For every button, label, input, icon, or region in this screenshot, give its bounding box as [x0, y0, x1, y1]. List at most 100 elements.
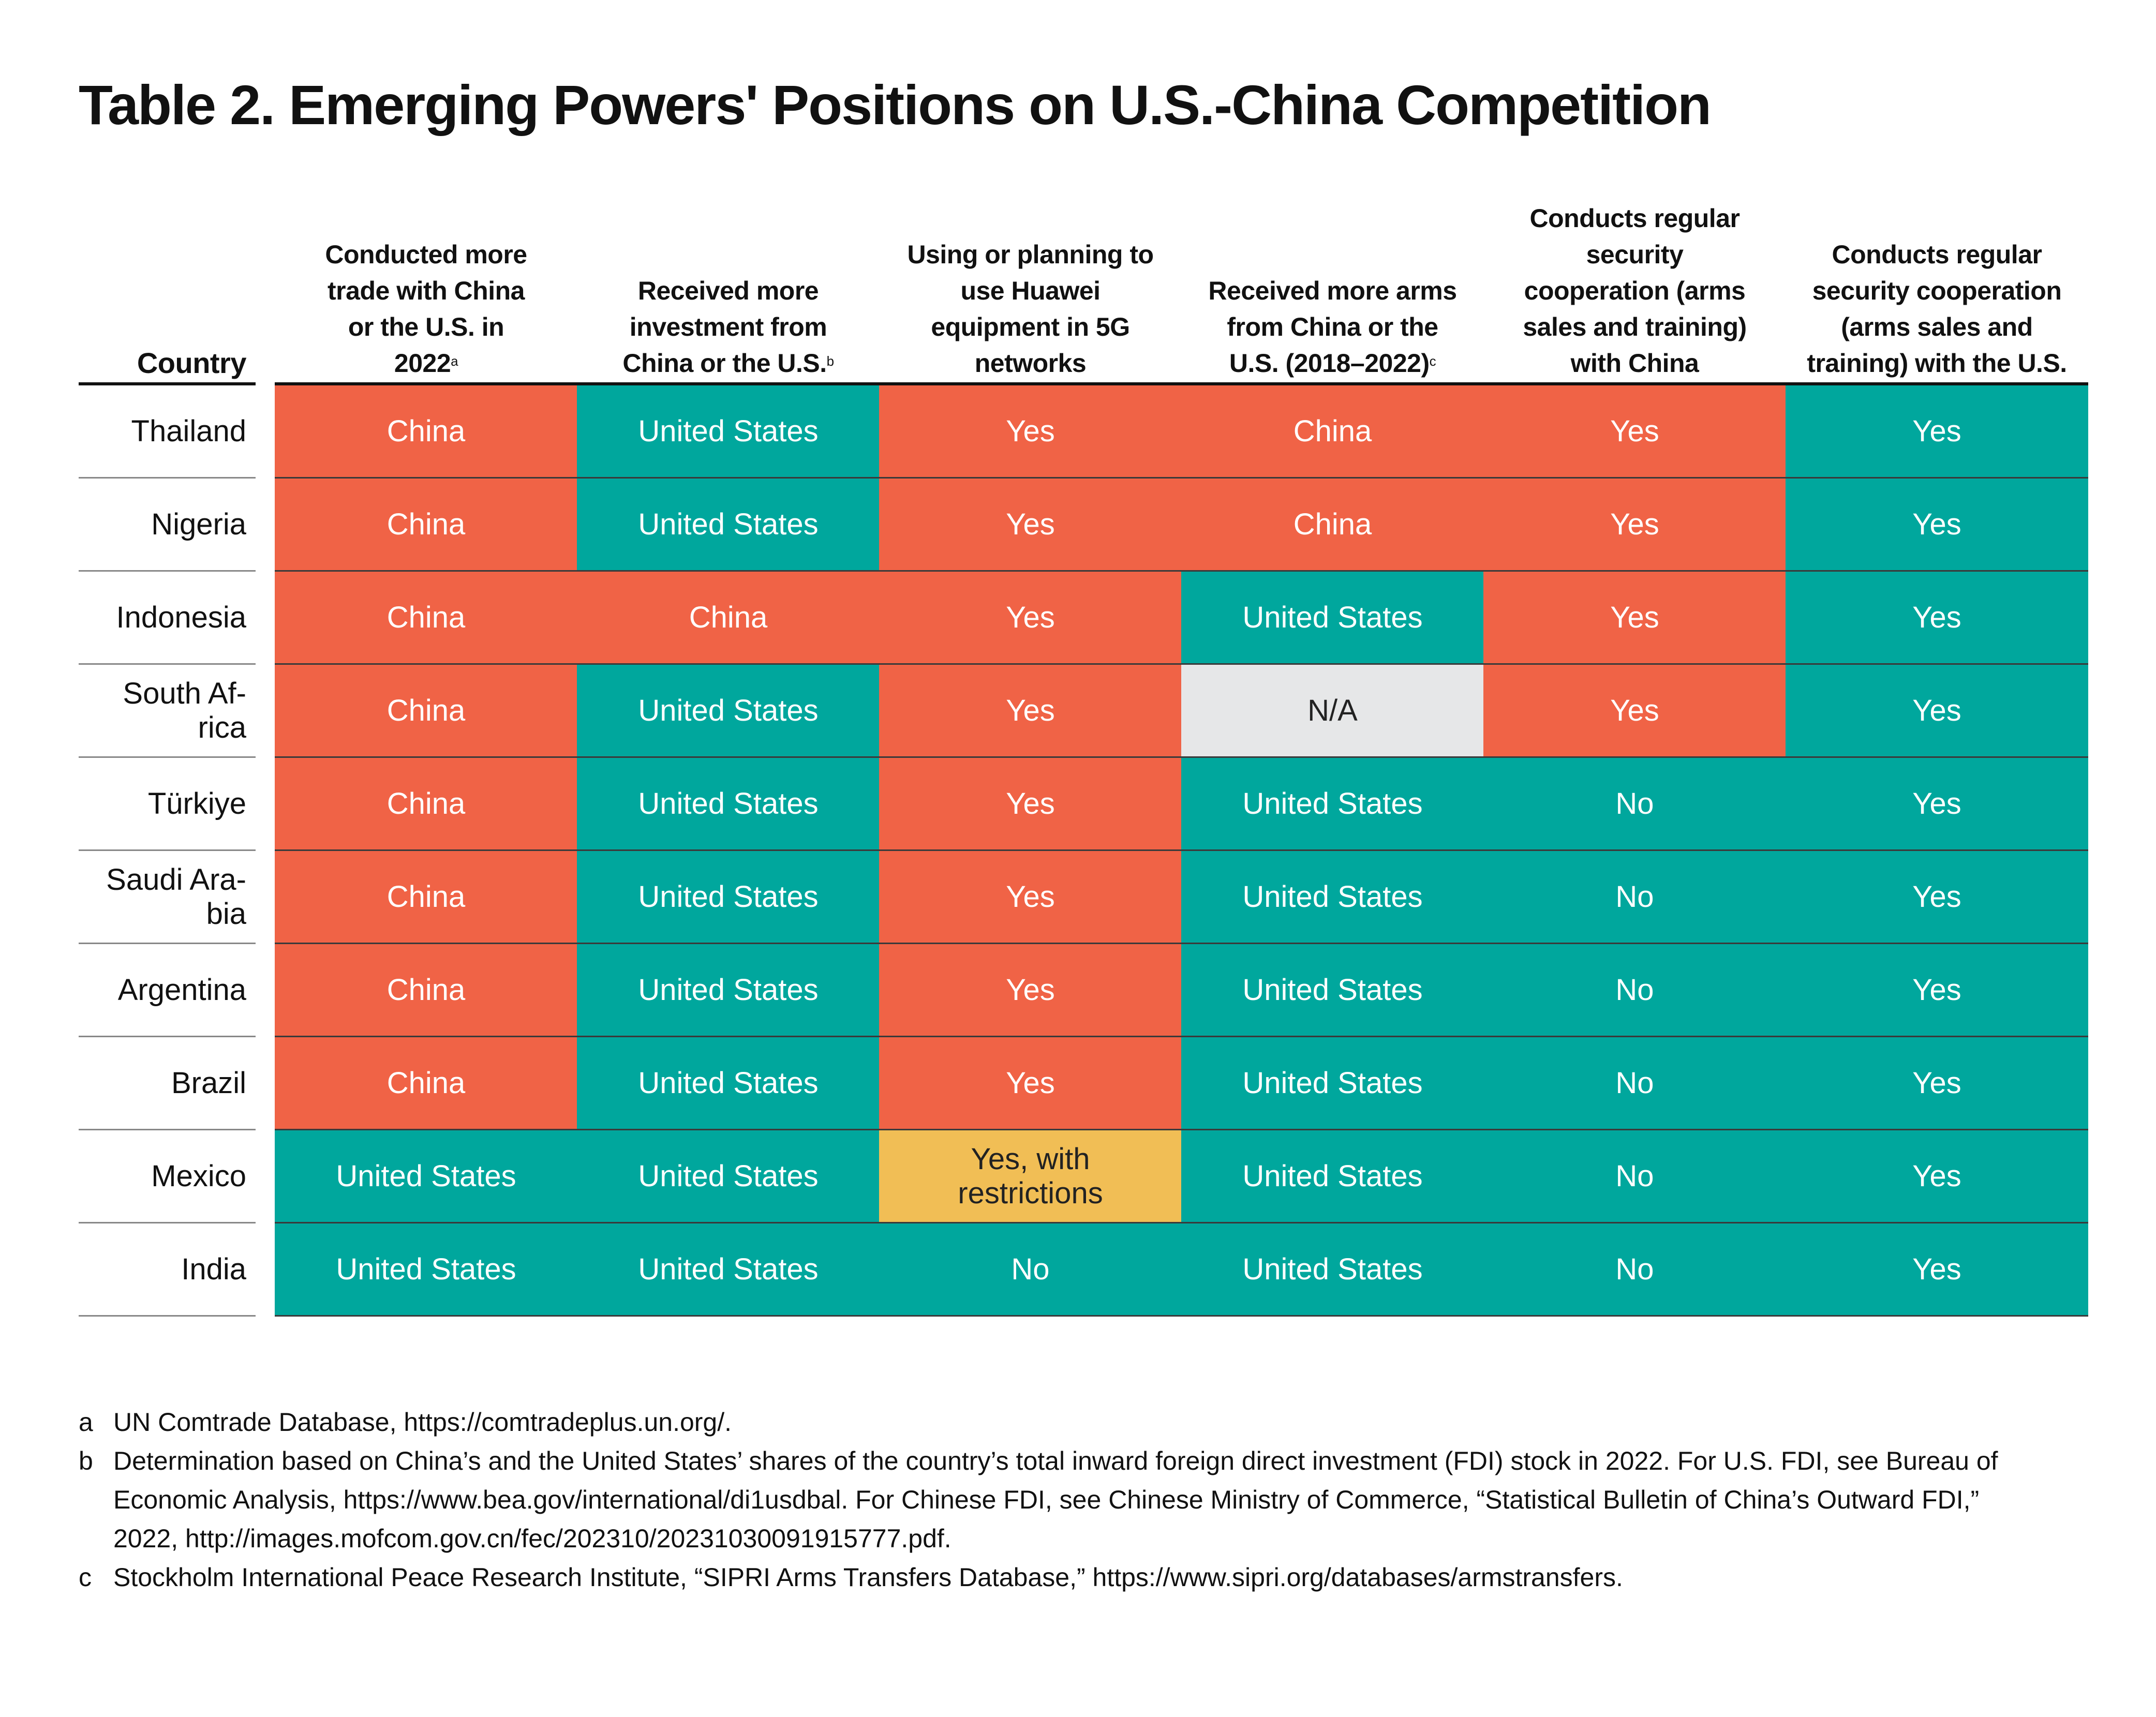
column-header-label: Received more investment from China or t… — [622, 276, 827, 378]
cell-value: United States — [1242, 1252, 1423, 1286]
page-title: Table 2. Emerging Powers' Positions on U… — [79, 73, 1712, 136]
table-cell: Yes — [1483, 665, 1786, 758]
table-cell: No — [1483, 758, 1786, 851]
table-cell: Yes — [1483, 572, 1786, 665]
column-header-label: Received more arms from China or the U.S… — [1208, 276, 1457, 378]
table-cell: Yes — [1786, 758, 2088, 851]
footnote-marker: b — [826, 353, 834, 369]
cell-value: United States — [638, 693, 819, 727]
column-header: Received more arms from China or the U.S… — [1181, 228, 1484, 385]
country-name: Nigeria — [79, 479, 256, 572]
cell-value: No — [1615, 786, 1654, 820]
column-header-label: Conducts regular security cooperation (a… — [1807, 240, 2067, 378]
cell-value: United States — [638, 973, 819, 1007]
cell-value: United States — [1242, 973, 1423, 1007]
cell-value: Yes — [1006, 973, 1055, 1007]
table-cell: United States — [577, 479, 880, 572]
cell-value: United States — [638, 507, 819, 541]
country-name: Thailand — [79, 385, 256, 479]
table-cell: China — [275, 385, 577, 479]
table-cell: No — [1483, 944, 1786, 1037]
cell-value: No — [1011, 1252, 1050, 1286]
table-cell: United States — [1181, 944, 1484, 1037]
cell-value: United States — [1242, 879, 1423, 914]
table-row: South Af-rica China United States Yes N/A Yes… — [0, 665, 2156, 758]
footnote-label: b — [79, 1446, 93, 1475]
footnote-text: Determination based on China’s and the U… — [113, 1446, 1998, 1553]
country-label: Mexico — [151, 1159, 246, 1193]
country-name: South Af-rica — [79, 665, 256, 758]
cell-value: No — [1615, 1252, 1654, 1286]
table-cell: United States — [577, 758, 880, 851]
table-cell: No — [1483, 851, 1786, 944]
cell-value: Yes — [1912, 414, 1961, 448]
table-cell: N/A — [1181, 665, 1484, 758]
table-cell: United States — [577, 1130, 880, 1223]
cell-value: China — [386, 600, 466, 634]
column-header-inner: Conducts regular security cooperation (a… — [1513, 200, 1757, 381]
column-header-label: Using or planning to use Huawei equipmen… — [907, 240, 1154, 378]
table-cell: United States — [1181, 758, 1484, 851]
country-label: Brazil — [171, 1066, 246, 1100]
country-label: South Af-rica — [123, 676, 246, 744]
cell-value: China — [386, 414, 466, 448]
cell-value: Yes — [1610, 693, 1659, 727]
column-header-inner: Conducts regular security cooperation (a… — [1803, 236, 2072, 381]
cell-value: Yes — [1006, 507, 1055, 541]
cell-value: Yes — [1006, 879, 1055, 914]
cell-value: China — [386, 879, 466, 914]
table-cell: United States — [577, 385, 880, 479]
cell-value: Yes — [1912, 600, 1961, 634]
column-header-label: Conducted more trade with China or the U… — [325, 240, 527, 378]
footnote: a UN Comtrade Database, https://comtradep… — [79, 1403, 732, 1442]
table-cell: Yes — [1483, 479, 1786, 572]
footnote-marker: c — [1429, 353, 1436, 369]
cell-value: China — [689, 600, 768, 634]
table-row: Türkiye China United States Yes United State… — [0, 758, 2156, 851]
table-cell: United States — [1181, 572, 1484, 665]
cell-value: Yes — [1912, 693, 1961, 727]
table-cell: China — [1181, 479, 1484, 572]
table-cell: United States — [1181, 1037, 1484, 1130]
column-header: Using or planning to use Huawei equipmen… — [879, 228, 1182, 385]
country-name: Brazil — [79, 1037, 256, 1130]
country-name: India — [79, 1223, 256, 1317]
footnote-label: c — [79, 1563, 92, 1592]
header-country: Country — [79, 228, 256, 385]
table-row: Brazil China United States Yes United States… — [0, 1037, 2156, 1130]
cell-value: Yes — [1912, 786, 1961, 820]
table-cell: China — [1181, 385, 1484, 479]
cell-value: China — [1293, 507, 1372, 541]
table-row: Argentina China United States Yes United Sta… — [0, 944, 2156, 1037]
table-cell: Yes — [879, 758, 1182, 851]
country-name: Saudi Ara-bia — [79, 851, 256, 944]
table-cell: China — [275, 851, 577, 944]
table-cell: United States — [577, 944, 880, 1037]
table-cell: United States — [577, 1223, 880, 1317]
cell-value: United States — [638, 1252, 819, 1286]
cell-value: Yes — [1006, 414, 1055, 448]
table-cell: United States — [577, 665, 880, 758]
country-name: Indonesia — [79, 572, 256, 665]
table-cell: No — [1483, 1223, 1786, 1317]
country-label: Argentina — [117, 973, 246, 1007]
cell-value: United States — [336, 1252, 516, 1286]
table-row: Nigeria China United States Yes China Yes Yes — [0, 479, 2156, 572]
cell-value: China — [1293, 414, 1372, 448]
cell-value: China — [386, 973, 466, 1007]
table-row: Indonesia China China Yes United States Yes Ye… — [0, 572, 2156, 665]
cell-value: No — [1615, 879, 1654, 914]
column-header: Conducted more trade with China or the U… — [275, 228, 577, 385]
footnote: b Determination based on China’s and the … — [79, 1442, 1998, 1553]
cell-value: United States — [638, 1159, 819, 1193]
table-cell: Yes — [1786, 385, 2088, 479]
cell-value: United States — [1242, 600, 1423, 634]
cell-value: Yes, with restrictions — [958, 1142, 1103, 1210]
cell-value: Yes — [1610, 414, 1659, 448]
cell-value: United States — [1242, 1066, 1423, 1100]
table-cell: No — [879, 1223, 1182, 1317]
cell-value: China — [386, 786, 466, 820]
country-label: Saudi Ara-bia — [106, 862, 246, 931]
table-row: Mexico United States United States Yes, wit… — [0, 1130, 2156, 1223]
table-cell: China — [275, 1037, 577, 1130]
